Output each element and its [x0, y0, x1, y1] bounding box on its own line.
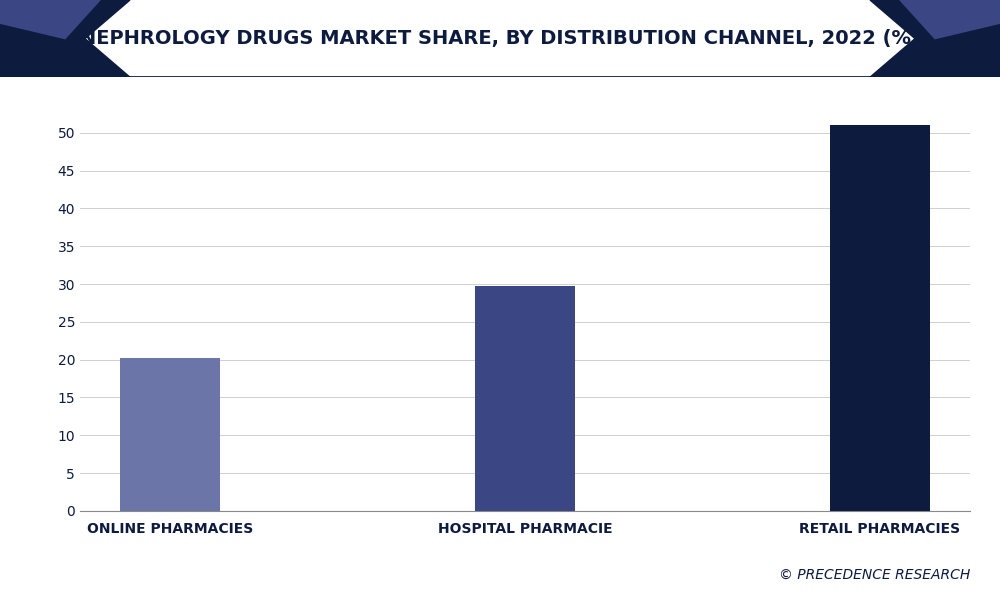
Polygon shape — [870, 0, 1000, 77]
Polygon shape — [0, 0, 130, 77]
Text: © PRECEDENCE RESEARCH: © PRECEDENCE RESEARCH — [779, 568, 970, 582]
Text: NEPHROLOGY DRUGS MARKET SHARE, BY DISTRIBUTION CHANNEL, 2022 (%): NEPHROLOGY DRUGS MARKET SHARE, BY DISTRI… — [80, 29, 920, 48]
Bar — [120, 358, 220, 511]
Bar — [830, 125, 930, 511]
Polygon shape — [900, 0, 1000, 39]
Polygon shape — [0, 0, 100, 39]
Bar — [475, 286, 575, 511]
